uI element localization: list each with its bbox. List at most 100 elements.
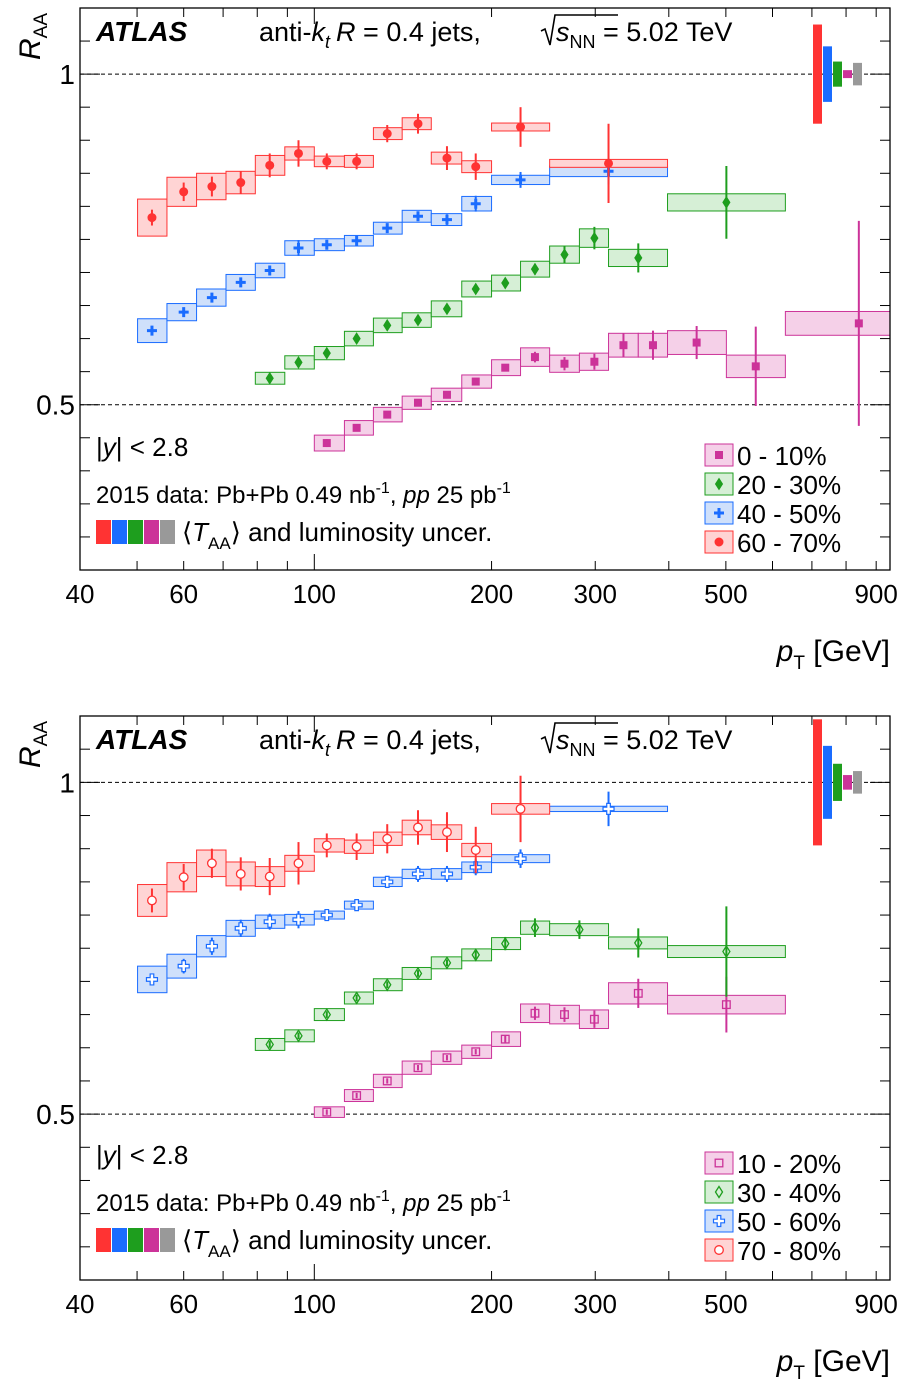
data-point [722,944,731,959]
data-point [147,213,157,223]
data-point [442,153,452,163]
global-uncertainty-box [833,763,842,801]
data-point [575,922,584,937]
legend-label: 60 - 70% [737,528,841,558]
systematic-box [401,1060,432,1075]
data-point [413,966,423,981]
jet-definition-label: anti-kt R = 0.4 jets, [259,17,481,52]
legend-label: 10 - 20% [737,1149,841,1179]
data-point [235,277,246,288]
data-point [515,174,526,185]
data-point [604,158,614,168]
data-point [145,973,159,986]
data-point [382,223,393,234]
data-point [264,265,275,276]
x-tick-label: 60 [169,1289,198,1319]
data-point [294,355,303,369]
data-point [350,899,363,912]
data-point [602,802,615,815]
data-point [382,833,393,844]
legend-swatch [704,1180,734,1204]
data-point [321,239,332,250]
y-tick-label: 1 [59,767,75,798]
data-point [633,988,643,998]
y-tick-label: 0.5 [36,390,75,421]
data-point [179,187,189,197]
data-point [516,122,526,132]
legend-marker [714,537,724,547]
data-point [530,262,540,276]
data-point [470,845,481,855]
x-tick-label: 200 [470,1289,513,1319]
plot-frame [79,7,891,571]
legend-marker [714,1245,724,1255]
data-point [235,868,246,879]
experiment-label: ATLAS [95,724,188,755]
uncertainty-swatch [128,520,143,544]
data-point [471,162,481,172]
legend-label: 30 - 40% [737,1178,841,1208]
data-point [854,319,863,328]
dataset-label: 2015 data: Pb+Pb 0.49 nb-1, pp 25 pb-1 [96,480,511,509]
legend-label: 0 - 10% [737,441,827,471]
global-uncertainty-box [843,70,852,79]
data-point [530,920,540,935]
data-point [442,1053,452,1063]
sqrt-symbol [540,722,618,754]
x-tick-label: 500 [704,579,747,609]
data-point [206,292,217,303]
data-point [441,214,452,225]
data-point [471,948,481,962]
data-point [322,1107,332,1117]
uncertainty-swatch [112,520,127,544]
data-point [178,307,189,318]
global-uncertainty-box [853,62,862,86]
systematic-box [401,966,432,980]
data-point [236,178,246,188]
data-point [471,377,480,386]
jet-definition-label: anti-kt R = 0.4 jets, [259,725,481,760]
data-point [648,341,657,350]
data-point [471,282,480,296]
systematic-box [343,1089,374,1103]
data-point [383,410,392,419]
x-tick-label: 40 [66,1289,95,1319]
data-point [178,872,189,883]
data-point [500,1034,510,1044]
legend-marker [714,1185,724,1199]
data-point [265,1037,274,1052]
experiment-label: ATLAS [95,16,188,47]
data-layer [137,107,890,452]
data-point [352,332,361,346]
sqrt-symbol [540,14,618,46]
data-point [206,858,217,869]
data-point [293,858,304,869]
data-point [265,160,275,170]
x-tick-label: 200 [470,579,513,609]
data-point [322,439,331,448]
data-point [381,875,394,888]
legend-marker [714,1158,724,1168]
legend-marker [715,451,723,459]
data-point [442,390,451,399]
data-point [590,231,599,245]
data-point [351,841,362,852]
legend-label: 70 - 80% [737,1236,841,1266]
rapidity-label: |y| < 2.8 [96,1140,188,1170]
data-point [383,318,392,332]
data-point [634,936,643,950]
x-tick-label: 300 [574,1289,617,1319]
data-point [411,867,425,881]
data-layer [137,775,786,1118]
x-tick-label: 60 [169,579,198,609]
uncertainty-swatch [96,1228,111,1252]
uncertainty-swatch [160,520,175,544]
data-point [320,908,333,922]
data-point [619,341,628,350]
x-tick-label: 100 [293,579,336,609]
data-point [470,198,481,209]
uncertainty-label: ⟨TAA⟩ and luminosity uncer. [182,517,492,553]
data-point [751,362,760,371]
